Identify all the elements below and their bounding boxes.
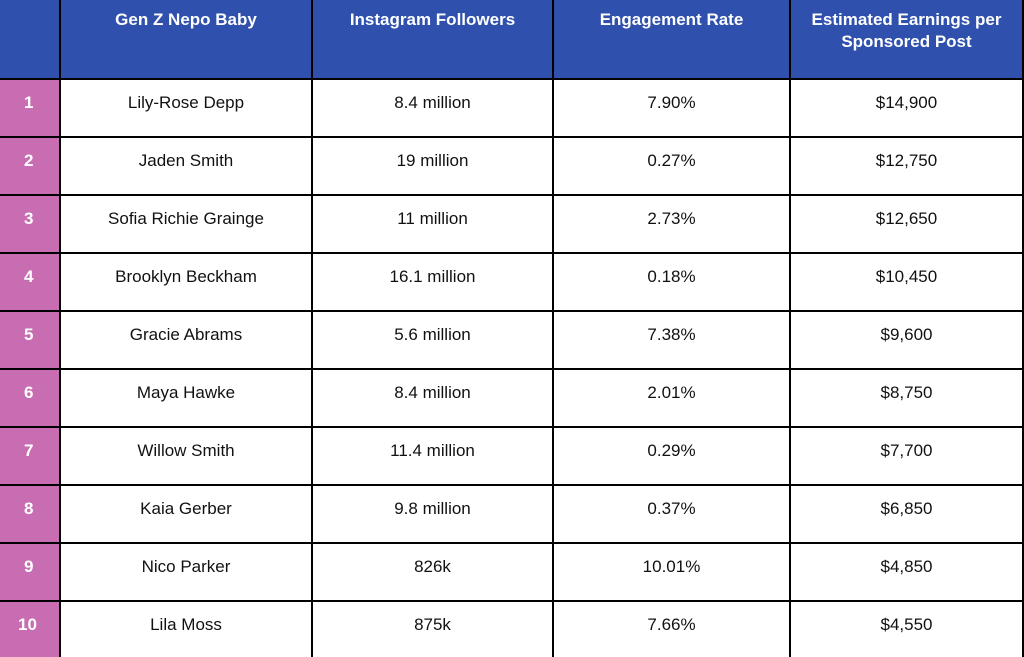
table-cell: Lily-Rose Depp [61, 80, 311, 136]
table-cell: Brooklyn Beckham [61, 254, 311, 310]
table-cell: 11.4 million [313, 428, 552, 484]
table-cell: Willow Smith [61, 428, 311, 484]
table-cell: 8.4 million [313, 80, 552, 136]
table-cell: 0.37% [554, 486, 789, 542]
table-cell: 9.8 million [313, 486, 552, 542]
table-cell: 2.01% [554, 370, 789, 426]
header-cell: Gen Z Nepo Baby [61, 0, 311, 78]
table-cell: $9,600 [791, 312, 1022, 368]
header-cell: Estimated Earnings per Sponsored Post [791, 0, 1022, 78]
table-cell: Kaia Gerber [61, 486, 311, 542]
header-cell: Engagement Rate [554, 0, 789, 78]
table-cell: $12,750 [791, 138, 1022, 194]
table-cell: $6,850 [791, 486, 1022, 542]
rank-cell: 2 [0, 138, 59, 194]
table-cell: 7.90% [554, 80, 789, 136]
rank-cell: 5 [0, 312, 59, 368]
rank-cell: 7 [0, 428, 59, 484]
rank-cell: 4 [0, 254, 59, 310]
rank-cell: 1 [0, 80, 59, 136]
table-cell: 8.4 million [313, 370, 552, 426]
rank-cell: 6 [0, 370, 59, 426]
header-corner [0, 0, 59, 78]
table-cell: $10,450 [791, 254, 1022, 310]
rank-cell: 8 [0, 486, 59, 542]
header-cell: Instagram Followers [313, 0, 552, 78]
table-cell: 0.29% [554, 428, 789, 484]
table-cell: Nico Parker [61, 544, 311, 600]
rank-cell: 9 [0, 544, 59, 600]
rank-cell: 10 [0, 602, 59, 657]
table-cell: 875k [313, 602, 552, 657]
table-cell: 19 million [313, 138, 552, 194]
table-cell: 2.73% [554, 196, 789, 252]
table-cell: Maya Hawke [61, 370, 311, 426]
table-cell: Gracie Abrams [61, 312, 311, 368]
table-cell: 7.38% [554, 312, 789, 368]
table-cell: 5.6 million [313, 312, 552, 368]
table-cell: Jaden Smith [61, 138, 311, 194]
table-cell: 826k [313, 544, 552, 600]
rank-cell: 3 [0, 196, 59, 252]
table-cell: Sofia Richie Grainge [61, 196, 311, 252]
table-cell: 11 million [313, 196, 552, 252]
table-cell: 0.27% [554, 138, 789, 194]
table-cell: 10.01% [554, 544, 789, 600]
table-cell: $4,850 [791, 544, 1022, 600]
table-cell: 7.66% [554, 602, 789, 657]
table-cell: Lila Moss [61, 602, 311, 657]
table-cell: 16.1 million [313, 254, 552, 310]
table-cell: 0.18% [554, 254, 789, 310]
table-cell: $4,550 [791, 602, 1022, 657]
table-cell: $14,900 [791, 80, 1022, 136]
table-cell: $8,750 [791, 370, 1022, 426]
table-cell: $7,700 [791, 428, 1022, 484]
table-cell: $12,650 [791, 196, 1022, 252]
